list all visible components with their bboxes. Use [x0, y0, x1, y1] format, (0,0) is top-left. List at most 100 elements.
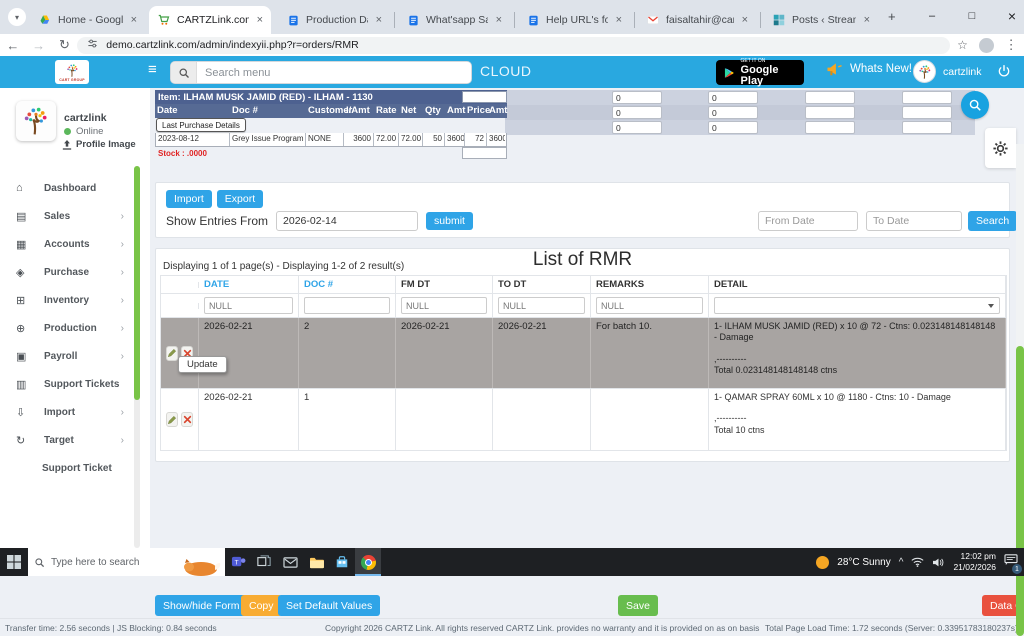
grid-cell-input[interactable]	[708, 106, 758, 119]
grid-cell-input[interactable]	[805, 106, 855, 119]
grid-cell-input[interactable]	[708, 91, 758, 104]
sidebar-item-payroll[interactable]: ▣ Payroll ›	[16, 350, 124, 363]
google-play-badge[interactable]: GET IT ON Google Play	[716, 58, 804, 87]
sidebar-item-support-ticket[interactable]: Support Ticket	[42, 462, 112, 474]
sidebar-item-dashboard[interactable]: ⌂ Dashboard	[16, 182, 97, 194]
close-icon[interactable]: ×	[130, 14, 137, 26]
taskbar-app-explorer[interactable]	[303, 548, 329, 576]
search-button[interactable]: Search	[968, 211, 1018, 231]
tab-search-button[interactable]: ▾	[8, 8, 26, 26]
sidebar-item-sales[interactable]: ▤ Sales ›	[16, 210, 124, 223]
filter-detail-select[interactable]	[714, 297, 1000, 314]
submit-button[interactable]: submit	[426, 212, 473, 230]
filter-todt-input[interactable]	[498, 297, 585, 314]
grid-cell-input[interactable]	[902, 91, 952, 104]
profile-image-upload[interactable]: Profile Image	[62, 139, 136, 150]
tab-streamline-posts[interactable]: Posts ‹ Streamline Syst... ×	[764, 6, 878, 34]
to-date-input[interactable]	[866, 211, 962, 231]
close-icon[interactable]: ×	[741, 14, 748, 26]
close-icon[interactable]: ×	[615, 14, 622, 26]
profile-avatar-image[interactable]	[16, 101, 56, 141]
whats-new-link[interactable]: Whats New!	[826, 62, 912, 76]
grid-cell-input[interactable]	[902, 106, 952, 119]
close-icon[interactable]: ×	[863, 14, 870, 26]
taskbar-app-mail[interactable]	[277, 548, 303, 576]
reload-button[interactable]: ↻	[52, 37, 78, 53]
tray-expand-icon[interactable]: ^	[898, 556, 904, 568]
sidebar-item-support-tickets[interactable]: ▥ Support Tickets	[16, 378, 120, 391]
show-hide-form-button[interactable]: Show/hide Form	[155, 595, 248, 616]
url-bar[interactable]: demo.cartzlink.com/admin/indexyii.php?r=…	[77, 36, 950, 54]
new-tab-button[interactable]: +	[888, 9, 896, 24]
item-header-input[interactable]	[462, 91, 507, 103]
table-row[interactable]: 2026-02-21 1 1- QAMAR SPRAY 60ML x 10 @ …	[161, 388, 1006, 450]
grid-cell-input[interactable]	[612, 91, 662, 104]
grid-cell-input[interactable]	[612, 121, 662, 134]
app-logo[interactable]: CART GROUP	[55, 60, 89, 84]
logout-button[interactable]	[997, 64, 1011, 83]
filter-remarks-input[interactable]	[596, 297, 703, 314]
window-close-button[interactable]: ×	[992, 0, 1024, 32]
sidebar-item-import[interactable]: ⇩ Import ›	[16, 406, 124, 419]
tab-gmail[interactable]: faisaltahir@cartzlink.c... ×	[638, 6, 756, 34]
start-button[interactable]	[0, 548, 28, 576]
tab-production-data-entry[interactable]: Production Data Entry ×	[278, 6, 390, 34]
user-menu[interactable]: cartzlink	[913, 60, 982, 83]
sidebar-item-production[interactable]: ⊕ Production ›	[16, 322, 124, 335]
column-header-doc[interactable]: DOC #	[299, 276, 396, 293]
page-scrollbar-thumb[interactable]	[1016, 346, 1024, 636]
sidebar-item-target[interactable]: ↻ Target ›	[16, 434, 124, 447]
filter-fmdt-input[interactable]	[401, 297, 487, 314]
menu-search-input[interactable]	[197, 62, 471, 83]
set-default-values-button[interactable]: Set Default Values	[278, 595, 381, 616]
close-icon[interactable]: ×	[375, 14, 382, 26]
forward-button[interactable]: →	[26, 38, 52, 53]
window-minimize-button[interactable]: –	[912, 0, 952, 32]
stock-input[interactable]	[462, 147, 507, 159]
taskbar-app-store[interactable]	[329, 548, 355, 576]
taskbar-app-chrome-active[interactable]	[355, 548, 381, 576]
sidebar-item-purchase[interactable]: ◈ Purchase ›	[16, 266, 124, 279]
filter-date-input[interactable]	[204, 297, 293, 314]
import-button[interactable]: Import	[166, 190, 212, 208]
close-icon[interactable]: ×	[495, 14, 502, 26]
export-button[interactable]: Export	[216, 190, 264, 208]
tab-cartzlink-active[interactable]: CARTZLink.com ×	[149, 6, 271, 34]
tab-google-drive[interactable]: Home - Google Drive ×	[30, 6, 145, 34]
site-settings-icon[interactable]	[87, 38, 98, 52]
column-header-date[interactable]: DATE	[199, 276, 299, 293]
window-maximize-button[interactable]: □	[952, 0, 992, 32]
bookmark-button[interactable]: ☆	[950, 38, 976, 52]
grid-search-button[interactable]	[961, 91, 989, 119]
grid-cell-input[interactable]	[708, 121, 758, 134]
wifi-icon[interactable]	[911, 557, 924, 567]
table-row-selected[interactable]: 2026-02-21 2 2026-02-21 2026-02-21 For b…	[161, 318, 1006, 388]
sidebar-item-inventory[interactable]: ⊞ Inventory ›	[16, 294, 124, 307]
from-date-input[interactable]	[758, 211, 858, 231]
weather-text[interactable]: 28°C Sunny	[837, 556, 891, 568]
last-purchase-details-badge[interactable]: Last Purchase Details	[156, 118, 246, 132]
taskbar-clock[interactable]: 12:02 pm 21/02/2026	[953, 551, 996, 572]
copy-button[interactable]: Copy	[241, 595, 282, 616]
taskbar-search[interactable]: Type here to search	[28, 548, 225, 576]
speaker-icon[interactable]	[932, 557, 945, 568]
settings-button[interactable]	[985, 128, 1016, 168]
close-icon[interactable]: ×	[256, 14, 263, 26]
grid-cell-input[interactable]	[805, 91, 855, 104]
taskbar-app-taskview[interactable]	[251, 548, 277, 576]
sidebar-item-accounts[interactable]: ▦ Accounts ›	[16, 238, 124, 251]
grid-cell-input[interactable]	[805, 121, 855, 134]
edit-button[interactable]	[166, 412, 178, 427]
taskbar-app-teams[interactable]: T	[225, 548, 251, 576]
edit-button[interactable]	[166, 345, 178, 361]
save-button[interactable]: Save	[618, 595, 658, 616]
sidebar-toggle-button[interactable]: ≡	[148, 61, 157, 78]
sidebar-scrollbar-thumb[interactable]	[134, 166, 140, 400]
back-button[interactable]: ←	[0, 38, 26, 53]
tab-help-urls[interactable]: Help URL's for ERP Sys... ×	[518, 6, 630, 34]
tab-whatsapp-sales[interactable]: What'sapp Sales Mess... ×	[398, 6, 510, 34]
grid-cell-input[interactable]	[612, 106, 662, 119]
show-entries-date-input[interactable]	[276, 211, 419, 231]
filter-doc-input[interactable]	[304, 297, 390, 314]
browser-menu-button[interactable]: ⋮	[998, 37, 1024, 53]
